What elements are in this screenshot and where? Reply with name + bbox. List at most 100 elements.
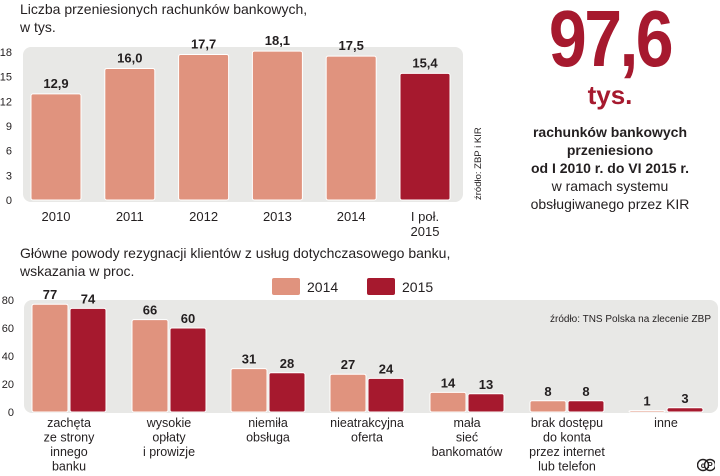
highlight-number: 97,6 <box>548 0 674 83</box>
highlight-description: rachunków bankowych przeniesiono od I 20… <box>505 123 715 213</box>
chart2-bar <box>69 307 107 413</box>
chart1-value-label: 18,1 <box>265 33 290 48</box>
chart2-category-label: bankomatów <box>432 445 504 459</box>
chart2-bar <box>268 372 306 413</box>
chart1-panel <box>23 47 463 202</box>
chart2-category-label: lub telefon <box>538 460 596 474</box>
chart2-y-tick-label: 40 <box>2 351 14 363</box>
chart1-y-tick-label: 0 <box>6 195 12 207</box>
chart2-legend-label: 2015 <box>402 279 433 295</box>
chart1-category-label: 2012 <box>189 209 218 224</box>
chart2-legend-label: 2014 <box>307 279 338 295</box>
chart1-value-label: 17,7 <box>191 36 216 51</box>
chart1-title: Liczba przeniesionych rachunków bankowyc… <box>20 0 307 36</box>
chart2-y-tick-label: 0 <box>8 407 14 419</box>
chart2-bar <box>230 368 268 413</box>
chart1-bar <box>325 55 377 201</box>
chart2-value-label: 77 <box>43 287 57 302</box>
chart1-bar <box>104 67 156 201</box>
svg-text:c: c <box>701 461 706 470</box>
chart2-legend-swatch <box>272 278 300 295</box>
chart2-category-label: niemiła <box>248 416 288 430</box>
chart2-category-label: zachęta <box>47 416 91 430</box>
chart2-category-label: nieatrakcyjna <box>330 416 404 430</box>
chart1-category-label: 2015 <box>411 224 440 239</box>
chart1-category-label: 2011 <box>116 209 144 224</box>
chart2-value-label: 31 <box>242 352 256 367</box>
chart2-value-label: 8 <box>544 384 551 399</box>
chart1-bar <box>178 53 230 201</box>
chart2-category-label: brak dostępu <box>531 416 603 430</box>
chart2-bar <box>429 391 467 413</box>
chart1-source: źródło: ZBP i KIR <box>473 127 484 200</box>
chart2-bar <box>131 319 169 413</box>
chart2-category-label: oferta <box>351 431 383 445</box>
chart2-category-label: opłaty <box>152 431 186 445</box>
chart2-bar <box>367 377 405 413</box>
highlight-bold-line: od I 2010 r. do VI 2015 r. <box>531 160 689 176</box>
chart1-category-label: 2014 <box>337 209 366 224</box>
chart2-bar <box>628 410 666 413</box>
chart2-y-tick-label: 80 <box>2 295 14 307</box>
chart2-bar <box>666 407 704 413</box>
chart1-bar <box>30 93 82 201</box>
chart2-category-label: sieć <box>456 431 478 445</box>
chart1-value-label: 17,5 <box>339 38 364 53</box>
title-line: wskazania w proc. <box>20 263 135 279</box>
chart2-category-label: mała <box>453 416 480 430</box>
chart2-category-label: obsługa <box>246 431 290 445</box>
highlight-normal-line: w ramach systemu <box>551 178 669 194</box>
chart1-bar <box>399 72 451 201</box>
chart2-y-tick-label: 20 <box>2 379 14 391</box>
chart2-value-label: 28 <box>280 356 294 371</box>
chart2-value-label: 27 <box>341 357 355 372</box>
chart2-bar <box>31 303 69 413</box>
copyright-mark: c P <box>697 458 715 472</box>
highlight-bold-line: rachunków bankowych <box>532 124 688 140</box>
chart2-category-label: ze strony <box>44 431 95 445</box>
chart1-y-tick-label: 15 <box>0 72 12 84</box>
chart2-bar <box>529 400 567 413</box>
highlight-bold-line: przeniesiono <box>566 142 654 158</box>
chart1-y-tick-label: 9 <box>6 121 12 133</box>
chart2-value-label: 24 <box>379 361 394 376</box>
chart2-value-label: 3 <box>681 391 688 406</box>
chart1-value-label: 15,4 <box>412 55 438 70</box>
chart2-category-label: banku <box>52 460 86 474</box>
chart1-y-tick-label: 12 <box>0 96 12 108</box>
chart2-title: Główne powody rezygnacji klientów z usłu… <box>20 244 450 280</box>
chart2-value-label: 60 <box>181 311 195 326</box>
chart2-bar <box>329 373 367 413</box>
chart1-value-label: 16,0 <box>117 50 142 65</box>
chart2-value-label: 74 <box>81 291 96 306</box>
chart2-legend-swatch <box>367 278 395 295</box>
chart2-category-label: wysokie <box>146 416 192 430</box>
chart2-value-label: 8 <box>582 384 589 399</box>
chart1-y-tick-label: 18 <box>0 47 12 59</box>
chart1-category-label: 2010 <box>42 209 71 224</box>
chart2-bar <box>169 327 207 413</box>
chart2-value-label: 14 <box>441 375 456 390</box>
svg-text:P: P <box>707 461 713 470</box>
chart2-value-label: 1 <box>643 394 650 409</box>
chart2-category-label: inne <box>654 416 678 430</box>
chart2-y-tick-label: 60 <box>2 323 14 335</box>
highlight-normal-line: obsługiwanego przez KIR <box>530 196 690 212</box>
chart1-category-label: I poł. <box>411 209 439 224</box>
chart2-value-label: 66 <box>143 303 157 318</box>
chart2-bar <box>467 393 505 413</box>
chart2-bar <box>567 400 605 413</box>
chart2-category-label: i prowizje <box>143 445 195 459</box>
chart1-value-label: 12,9 <box>43 76 68 91</box>
chart1-y-tick-label: 6 <box>6 146 12 158</box>
chart2-source: źródło: TNS Polska na zlecenie ZBP <box>550 314 711 325</box>
chart1-y-tick-label: 3 <box>6 170 12 182</box>
highlight-unit: tys. <box>587 80 633 110</box>
chart2-value-label: 13 <box>479 377 493 392</box>
chart2-category-label: innego <box>50 445 88 459</box>
chart1-category-label: 2013 <box>263 209 292 224</box>
chart2-category-label: do konta <box>543 431 591 445</box>
title-line: Główne powody rezygnacji klientów z usłu… <box>20 245 451 261</box>
chart1-bar <box>251 50 303 201</box>
